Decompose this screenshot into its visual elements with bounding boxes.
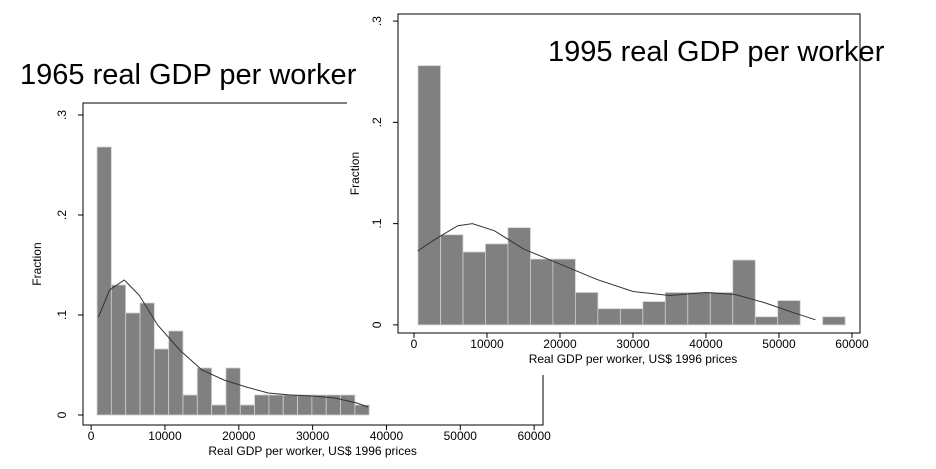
chart: 0 10000 20000 30000 40000 50000 60000 0 .1 .2 .3 Re…: [30, 102, 551, 458]
bar: [642, 301, 666, 326]
bar: [664, 292, 689, 326]
chart-title: 1965 real GDP per worker: [20, 59, 357, 91]
x-tick-label: 0: [411, 337, 418, 351]
bar: [417, 65, 441, 326]
bar: [139, 302, 155, 416]
x-tick-label: 10000: [148, 429, 182, 443]
x-tick-label: 10000: [470, 337, 504, 351]
y-tick-label: 0: [55, 411, 69, 418]
bar: [754, 316, 779, 326]
y-tick-label: .1: [370, 218, 384, 228]
bar: [182, 394, 198, 416]
bar: [822, 316, 846, 326]
bar: [530, 258, 554, 326]
y-tick-label: .1: [55, 310, 69, 320]
bar: [125, 312, 141, 416]
density-curve: [417, 223, 816, 321]
bar: [340, 394, 356, 416]
plot-frame: [397, 13, 861, 334]
chart-title: 1995 real GDP per worker: [548, 36, 885, 68]
x-tick-label: 30000: [296, 429, 330, 443]
bar: [225, 367, 241, 416]
bar: [254, 394, 270, 416]
bar: [597, 308, 621, 326]
bar: [732, 259, 756, 326]
bar: [211, 404, 227, 416]
bar: [507, 227, 531, 326]
y-tick-label: .2: [55, 210, 69, 220]
x-axis-title: Real GDP per worker, US$ 1996 prices: [529, 352, 738, 366]
bar: [619, 308, 644, 326]
y-tick-label: .3: [370, 16, 384, 26]
y-tick-label: .2: [370, 117, 384, 127]
x-tick-label: 20000: [222, 429, 256, 443]
bar: [574, 292, 599, 326]
x-tick-label: 50000: [762, 337, 796, 351]
y-tick-label: .3: [55, 110, 69, 120]
bar: [96, 146, 112, 416]
x-tick-label: 40000: [689, 337, 723, 351]
bar: [777, 300, 801, 326]
x-axis-title: Real GDP per worker, US$ 1996 prices: [208, 444, 417, 458]
chart: 0 10000 20000 30000 40000 50000 60000 0 .1 .2 .3 Re…: [347, 0, 936, 375]
y-axis-title: Fraction: [30, 242, 44, 285]
bar: [239, 404, 255, 416]
bar: [168, 330, 184, 416]
bar: [297, 394, 313, 416]
bar: [687, 292, 711, 326]
bar: [196, 367, 213, 416]
bar: [440, 234, 464, 326]
bar: [282, 394, 298, 416]
bar: [552, 258, 576, 326]
x-tick-label: 20000: [543, 337, 577, 351]
x-tick-label: 60000: [517, 429, 551, 443]
bar: [709, 292, 734, 326]
y-axis-title: Fraction: [348, 152, 362, 195]
bar: [268, 394, 284, 416]
x-tick-label: 50000: [444, 429, 478, 443]
bar: [153, 348, 170, 416]
bar: [110, 284, 127, 416]
bar: [311, 394, 327, 416]
bar: [462, 251, 486, 326]
density-curve: [98, 279, 369, 408]
bar: [485, 243, 509, 326]
x-tick-label: 30000: [616, 337, 650, 351]
x-tick-label: 0: [88, 429, 95, 443]
y-tick-label: 0: [370, 321, 384, 328]
x-tick-label: 60000: [835, 337, 869, 351]
x-tick-label: 40000: [370, 429, 404, 443]
